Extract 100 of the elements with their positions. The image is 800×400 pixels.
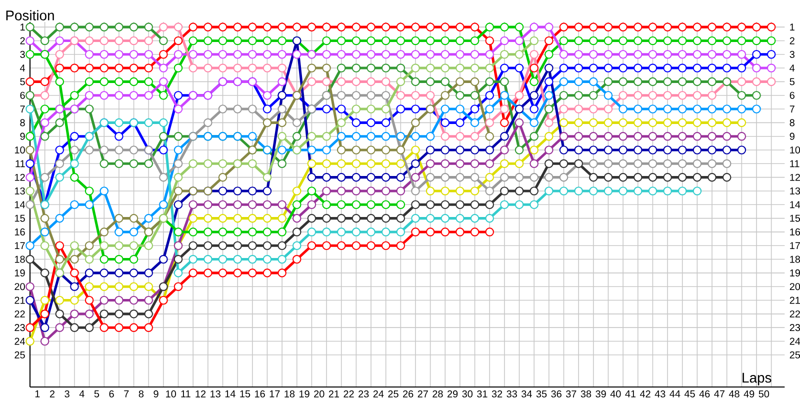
point	[174, 254, 183, 264]
point	[500, 50, 509, 59]
point	[307, 186, 316, 196]
point	[708, 146, 716, 154]
point	[396, 214, 406, 223]
point	[663, 118, 672, 128]
point	[352, 104, 361, 114]
y2-tick-label: 20	[790, 283, 800, 290]
point	[456, 228, 464, 236]
point	[129, 268, 138, 278]
point	[322, 241, 331, 250]
point	[440, 159, 450, 168]
point	[278, 200, 286, 210]
point	[84, 36, 94, 46]
point	[381, 77, 390, 86]
point	[144, 22, 154, 32]
point	[692, 50, 702, 59]
y-tick-label: 14	[14, 201, 26, 208]
point	[589, 77, 598, 86]
point	[396, 200, 406, 210]
point	[544, 159, 554, 168]
point	[233, 200, 242, 210]
point	[262, 228, 272, 236]
point	[366, 214, 376, 223]
point	[144, 77, 154, 86]
point	[352, 132, 361, 141]
point	[144, 118, 154, 128]
point	[100, 282, 109, 292]
point	[366, 36, 376, 46]
point	[366, 77, 376, 86]
point	[322, 22, 331, 32]
x-tick-label: 1	[35, 390, 40, 398]
y2-tick-label: 16	[790, 228, 800, 236]
point	[307, 172, 316, 182]
point	[708, 118, 716, 128]
point	[456, 159, 464, 168]
point	[100, 90, 109, 100]
point	[26, 159, 34, 168]
point	[278, 132, 286, 141]
point	[129, 64, 138, 72]
point	[396, 172, 406, 182]
point	[692, 132, 702, 141]
point	[604, 90, 613, 100]
point	[440, 22, 450, 32]
point	[26, 323, 34, 332]
y-tick-label: 13	[14, 187, 25, 195]
x-tick-label: 8	[138, 390, 144, 398]
point	[514, 36, 524, 46]
point	[470, 118, 480, 128]
point	[218, 172, 228, 182]
point	[84, 22, 94, 32]
point	[544, 172, 554, 182]
point	[336, 214, 346, 223]
point	[84, 268, 94, 278]
point	[55, 64, 64, 72]
point	[440, 172, 450, 182]
point	[530, 64, 539, 72]
point	[530, 186, 539, 196]
point	[633, 118, 642, 128]
point	[589, 118, 598, 128]
point	[322, 146, 331, 154]
point	[470, 22, 480, 32]
point	[248, 228, 257, 236]
point	[648, 159, 658, 168]
point	[708, 36, 716, 46]
point	[218, 200, 228, 210]
point	[708, 77, 716, 86]
point	[411, 214, 420, 223]
point	[336, 159, 346, 168]
y2-tick-label: 8	[790, 119, 794, 126]
point	[633, 146, 642, 154]
point	[218, 228, 228, 236]
point	[114, 323, 124, 332]
point	[278, 146, 286, 154]
point	[278, 214, 286, 223]
point	[544, 36, 554, 46]
point	[440, 228, 450, 236]
point	[278, 228, 286, 236]
point	[411, 90, 420, 100]
point	[574, 50, 583, 59]
point	[381, 22, 390, 32]
point	[544, 104, 554, 114]
point	[514, 146, 524, 154]
point	[648, 104, 658, 114]
point	[618, 50, 628, 59]
point	[633, 36, 642, 46]
point	[559, 77, 568, 86]
point	[307, 146, 316, 154]
point	[470, 228, 480, 236]
point	[218, 241, 228, 250]
point	[114, 241, 124, 250]
point	[55, 159, 64, 168]
point	[559, 36, 568, 46]
point	[233, 104, 242, 114]
point	[456, 118, 464, 128]
point	[485, 50, 494, 59]
point	[129, 282, 138, 292]
point	[500, 36, 509, 46]
point	[544, 64, 554, 72]
point	[692, 36, 702, 46]
